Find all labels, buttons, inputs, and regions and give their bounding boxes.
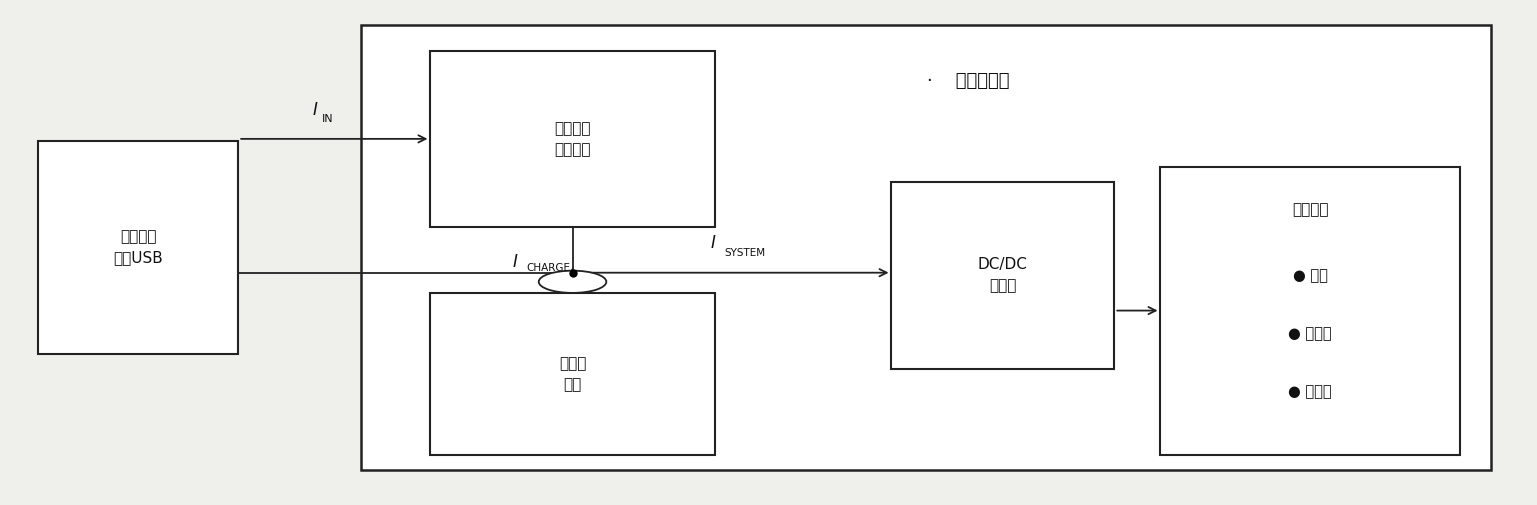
Text: DC/DC
转换器: DC/DC 转换器 xyxy=(978,257,1028,293)
Bar xyxy=(361,25,1491,470)
Text: $I$: $I$ xyxy=(512,253,520,271)
Circle shape xyxy=(539,271,606,293)
Text: SYSTEM: SYSTEM xyxy=(724,247,765,258)
Bar xyxy=(430,50,715,227)
Bar xyxy=(1160,167,1460,454)
Text: 交流适配
器或USB: 交流适配 器或USB xyxy=(114,229,163,266)
Text: IN: IN xyxy=(323,114,334,124)
Bar xyxy=(430,293,715,454)
Text: $I$: $I$ xyxy=(312,100,320,119)
Text: $I$: $I$ xyxy=(710,234,716,252)
Text: ● 存储器: ● 存储器 xyxy=(1288,326,1333,341)
Text: ·    便携式设备: · 便携式设备 xyxy=(927,72,1010,90)
Text: 锂离子
电池: 锂离子 电池 xyxy=(559,356,586,392)
Bar xyxy=(891,182,1114,369)
Text: 系统负载: 系统负载 xyxy=(1293,203,1328,217)
Text: CHARGE: CHARGE xyxy=(526,263,570,273)
Text: ● 显示器: ● 显示器 xyxy=(1288,384,1333,398)
Bar xyxy=(38,141,238,354)
Text: 锂离子电
池充电器: 锂离子电 池充电器 xyxy=(555,121,590,157)
Text: ● 基带: ● 基带 xyxy=(1293,269,1328,283)
